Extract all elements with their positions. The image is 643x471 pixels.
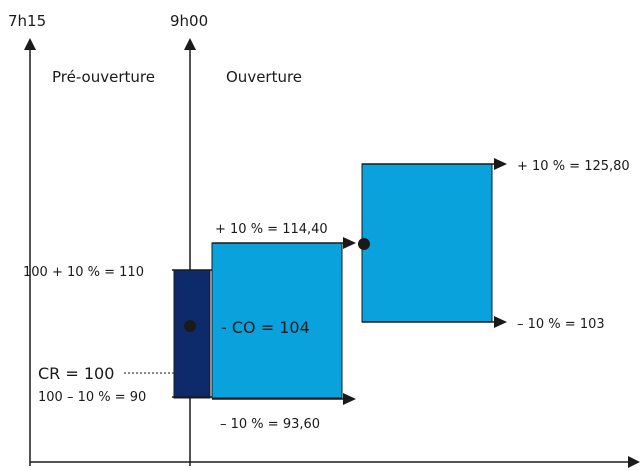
mid-axis-arrowhead bbox=[184, 38, 196, 50]
upper-110-label: 100 + 10 % = 110 bbox=[23, 265, 144, 280]
band-1-upper-arrowhead bbox=[343, 237, 356, 249]
upper-125-label: + 10 % = 125,80 bbox=[517, 159, 630, 174]
left-time-label: 7h15 bbox=[8, 12, 46, 30]
pre-opening-band bbox=[173, 269, 211, 399]
pre-opening-label: Pré-ouverture bbox=[52, 68, 155, 86]
mid-time-label: 9h00 bbox=[170, 12, 208, 30]
reference-label: CR = 100 bbox=[38, 364, 114, 383]
lower-90-label: 100 – 10 % = 90 bbox=[38, 390, 146, 405]
band-2-lower-arrowhead bbox=[494, 316, 507, 328]
band-2-upper-arrowhead bbox=[494, 158, 507, 170]
time-axis-arrowhead bbox=[628, 456, 640, 468]
left-axis-arrowhead bbox=[24, 38, 36, 50]
lower-103-label: – 10 % = 103 bbox=[517, 317, 605, 332]
lower-93-label: – 10 % = 93,60 bbox=[220, 417, 320, 432]
band-2-price-dot bbox=[358, 238, 370, 250]
opening-price-label: - CO = 104 bbox=[221, 318, 310, 337]
reference-price-dot bbox=[184, 320, 196, 332]
band-1-lower-arrowhead bbox=[343, 393, 356, 405]
opening-label: Ouverture bbox=[226, 68, 302, 86]
upper-114-label: + 10 % = 114,40 bbox=[215, 222, 328, 237]
opening-band-1 bbox=[211, 242, 343, 399]
opening-band-2 bbox=[361, 163, 493, 323]
